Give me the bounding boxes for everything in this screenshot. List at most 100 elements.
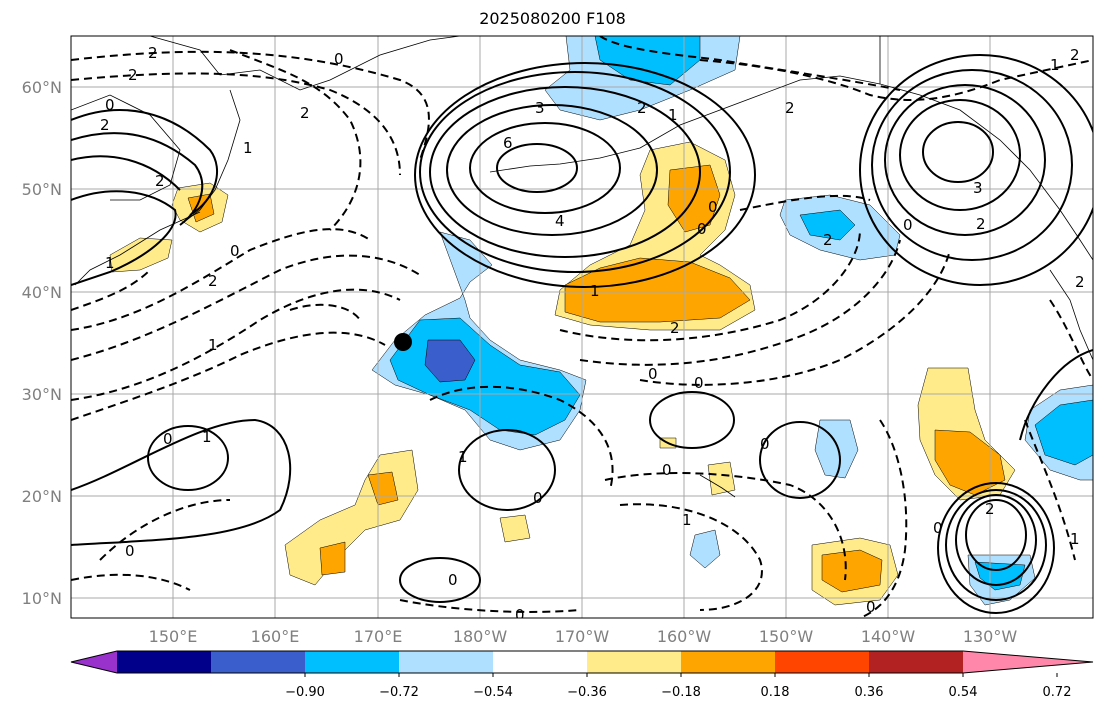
coast-bc [1049, 269, 1093, 361]
graticule [71, 36, 1093, 618]
contour-label: 2 [823, 231, 833, 249]
southeast-ring-1 [965, 499, 1027, 571]
coast-kamchatka [179, 89, 241, 226]
east-long-curve [1019, 349, 1093, 441]
contour-label: 2 [128, 66, 138, 84]
colorbar-tick-label: 0.54 [949, 685, 978, 700]
map-area: 2 2 0 0 2 2 1 0 2 1 2 1 3 6 4 2 1 0 0 3 … [71, 36, 1093, 624]
contour-label: 0 [125, 542, 135, 560]
contour-label: 2 [637, 99, 647, 117]
lon-label: 170°W [555, 627, 610, 646]
contour-label: 1 [590, 282, 600, 300]
storm-center-marker [394, 333, 412, 351]
high-center-ring-2 [469, 122, 621, 214]
colorbar-tick-label: 0.72 [1043, 685, 1072, 700]
coast-okhotsk [71, 94, 181, 201]
map-title: 2025080200 F108 [479, 9, 626, 28]
lat-label: 40°N [22, 283, 62, 302]
contour-label: 2 [155, 172, 165, 190]
contour-label: 0 [903, 216, 913, 234]
contour-label: 0 [760, 435, 770, 453]
colorbar-swatch [117, 651, 212, 673]
lon-label: 130°W [963, 627, 1018, 646]
high-east-ring-4 [871, 69, 1073, 261]
contour-label: 0 [163, 430, 173, 448]
contour-label: 1 [105, 254, 115, 272]
lat-label: 20°N [22, 487, 62, 506]
lon-label: 140°W [861, 627, 916, 646]
contour-label: 1 [202, 428, 212, 446]
lat-label: 60°N [22, 78, 62, 97]
colorbar-tick-label: 0.36 [855, 685, 884, 700]
latitude-labels: 60°N 50°N 40°N 30°N 20°N 10°N [22, 78, 62, 608]
shade-orange-central-s [564, 257, 751, 323]
contour-label: 2 [785, 99, 795, 117]
high-east-ring-1 [922, 121, 994, 183]
colorbar-tick-label: −0.18 [661, 685, 701, 700]
high-center-ring-1 [496, 143, 578, 193]
longitude-labels: 150°E 160°E 170°E 180°W 170°W 160°W 150°… [149, 627, 1018, 646]
southeast-ring-4 [937, 482, 1055, 614]
contour-label: 0 [933, 519, 943, 537]
colorbar-swatch [587, 651, 682, 673]
southeast-ring-2 [955, 494, 1037, 586]
contour-label: 0 [648, 365, 658, 383]
colorbar: −0.90 −0.72 −0.54 −0.36 −0.18 0.18 0.36 0.54 0.7… [70, 650, 1094, 700]
coast-siberia [149, 36, 461, 91]
colorbar-tick-label: −0.54 [473, 685, 513, 700]
colorbar-extend-high [963, 651, 1093, 673]
shade-blue-central-core [424, 339, 476, 383]
contours-dashed [71, 36, 1093, 618]
contour-label: 2 [208, 272, 218, 290]
contour-label: 1 [1070, 530, 1080, 548]
colorbar-swatch [211, 651, 306, 673]
lon-label: 170°E [354, 627, 403, 646]
lon-label: 150°E [149, 627, 198, 646]
shade-yellow-small-2 [707, 461, 736, 496]
lon-label: 150°W [759, 627, 814, 646]
shade-orange-south [821, 549, 883, 593]
contour-label: 1 [1050, 56, 1060, 74]
colorbar-fills [71, 651, 1093, 673]
shade-orange-west-south-2 [319, 541, 346, 576]
contour-label: 0 [697, 220, 707, 238]
center-low-ring-2 [147, 425, 229, 491]
low-ring-b [759, 421, 841, 499]
colorbar-swatch [681, 651, 776, 673]
high-center-ring-5 [419, 71, 731, 273]
contour-label: 0 [105, 96, 115, 114]
colorbar-outline [70, 650, 1094, 674]
lon-label: 160°E [251, 627, 300, 646]
colorbar-tick-label: −0.90 [285, 685, 325, 700]
high-east-ring-2 [899, 99, 1021, 211]
colorbar-swatch [305, 651, 400, 673]
low-ring-a [649, 391, 735, 449]
colorbar-tick-label: −0.36 [567, 685, 607, 700]
contour-label: 0 [230, 242, 240, 260]
high-east-ring-3 [884, 84, 1046, 236]
contour-label: 2 [1070, 46, 1080, 64]
contour-label: 0 [866, 598, 876, 616]
lon-label: 160°W [657, 627, 712, 646]
shade-orange-west-south-1 [367, 471, 399, 506]
lat-label: 30°N [22, 385, 62, 404]
contour-label: 2 [148, 44, 158, 62]
high-center-ring-3 [446, 104, 658, 236]
low-ring-c [399, 557, 481, 603]
colorbar-tick-label: 0.18 [761, 685, 790, 700]
lat-label: 10°N [22, 589, 62, 608]
contour-label: 0 [515, 606, 525, 624]
high-center-ring-6 [414, 62, 756, 288]
coast-hawaii [699, 474, 736, 498]
map-frame [70, 35, 1094, 619]
contours-solid [71, 54, 1093, 614]
contour-label: 0 [334, 50, 344, 68]
contour-label: 4 [555, 212, 565, 230]
contour-label: 3 [973, 179, 983, 197]
west-south-curve [71, 418, 292, 546]
contour-label: 0 [533, 489, 543, 507]
contour-labels: 2 2 0 0 2 2 1 0 2 1 2 1 3 6 4 2 1 0 0 3 … [100, 44, 1085, 624]
southeast-ring-3 [945, 489, 1047, 601]
contour-label: 1 [208, 336, 218, 354]
colorbar-swatch [493, 651, 588, 673]
